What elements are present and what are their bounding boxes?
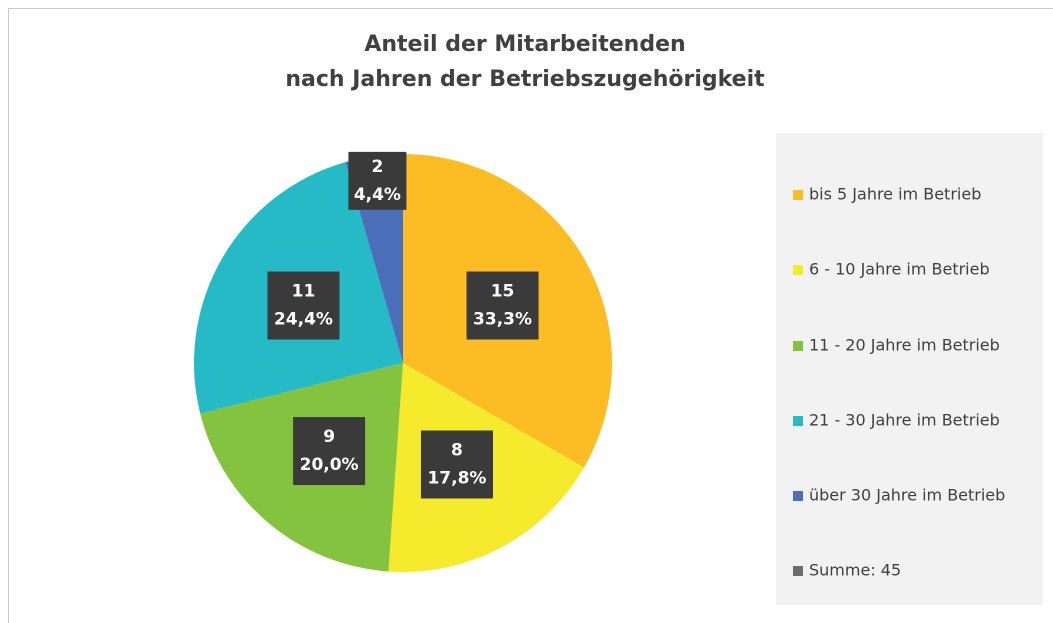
legend-swatch — [793, 190, 803, 200]
legend-label: bis 5 Jahre im Betrieb — [809, 185, 981, 204]
legend-swatch — [793, 566, 803, 576]
data-label: 8 — [451, 440, 463, 460]
legend-swatch — [793, 341, 803, 351]
data-label: 20,0% — [300, 455, 359, 475]
data-label: 33,3% — [473, 310, 532, 330]
data-label: 4,4% — [354, 185, 401, 205]
data-label: 9 — [323, 427, 335, 447]
data-label-box — [466, 271, 539, 340]
data-label-box — [420, 430, 493, 499]
data-label: 17,8% — [427, 468, 486, 488]
legend-label: über 30 Jahre im Betrieb — [809, 486, 1005, 505]
data-label-box — [348, 151, 407, 210]
legend-swatch — [793, 416, 803, 426]
data-label-box — [293, 417, 366, 486]
legend-label: 11 - 20 Jahre im Betrieb — [809, 336, 1000, 355]
chart-frame — [8, 8, 1053, 623]
chart-title: nach Jahren der Betriebszugehörigkeit — [285, 67, 765, 92]
chart-title: Anteil der Mitarbeitenden — [364, 32, 685, 57]
data-label-box — [267, 271, 340, 340]
legend-label: Summe: 45 — [809, 561, 901, 580]
legend-swatch — [793, 491, 803, 501]
data-label: 24,4% — [274, 310, 333, 330]
legend-label: 21 - 30 Jahre im Betrieb — [809, 411, 1000, 430]
legend-box — [776, 133, 1043, 605]
data-label: 11 — [292, 282, 316, 302]
data-label: 2 — [371, 157, 383, 177]
legend-swatch — [793, 265, 803, 275]
data-label: 15 — [491, 282, 515, 302]
legend-label: 6 - 10 Jahre im Betrieb — [809, 260, 990, 279]
